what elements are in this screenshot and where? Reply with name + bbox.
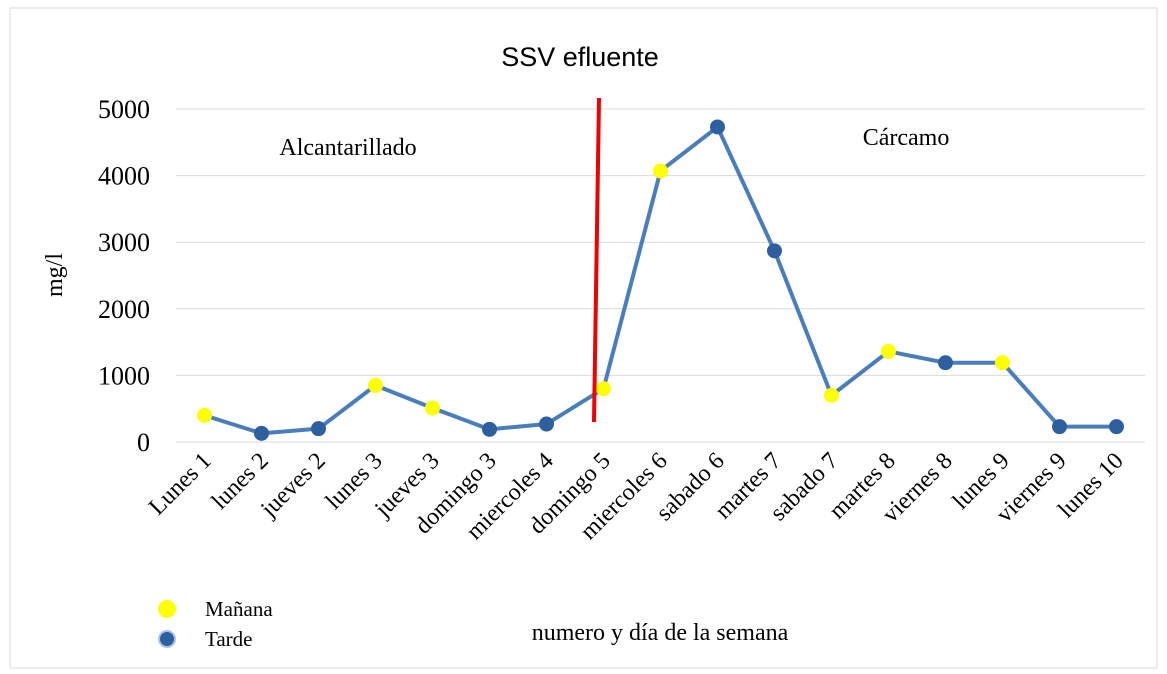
chart-border (9, 7, 1158, 669)
marker (311, 421, 326, 437)
y-tick-label: 1000 (98, 361, 150, 390)
marker (995, 355, 1010, 371)
y-tick-label: 3000 (98, 228, 150, 257)
marker (539, 416, 554, 432)
legend-label: Tarde (205, 627, 253, 651)
marker (596, 381, 611, 397)
marker (767, 243, 782, 259)
chart-title: SSV efluente (501, 42, 659, 72)
marker (710, 119, 725, 135)
marker (653, 163, 668, 179)
marker (254, 425, 269, 441)
x-axis-label: numero y día de la semana (532, 620, 789, 646)
divider-line (592, 97, 601, 423)
marker (1052, 419, 1067, 435)
marker (425, 400, 440, 416)
marker (368, 377, 383, 393)
y-tick-label: 0 (137, 428, 150, 457)
marker (482, 421, 497, 437)
y-axis-label: mg/l (42, 253, 68, 297)
y-tick-label: 2000 (98, 295, 150, 324)
legend-label: Mañana (205, 597, 273, 621)
marker (1109, 419, 1124, 435)
annotation: Cárcamo (863, 125, 950, 151)
marker (824, 387, 839, 403)
y-tick-label: 5000 (98, 95, 150, 124)
marker (197, 407, 212, 423)
legend-marker (158, 630, 176, 648)
y-tick-label: 4000 (98, 162, 150, 191)
annotation: Alcantarillado (279, 135, 416, 161)
legend-marker (158, 600, 176, 618)
marker (938, 355, 953, 371)
marker (881, 343, 896, 359)
